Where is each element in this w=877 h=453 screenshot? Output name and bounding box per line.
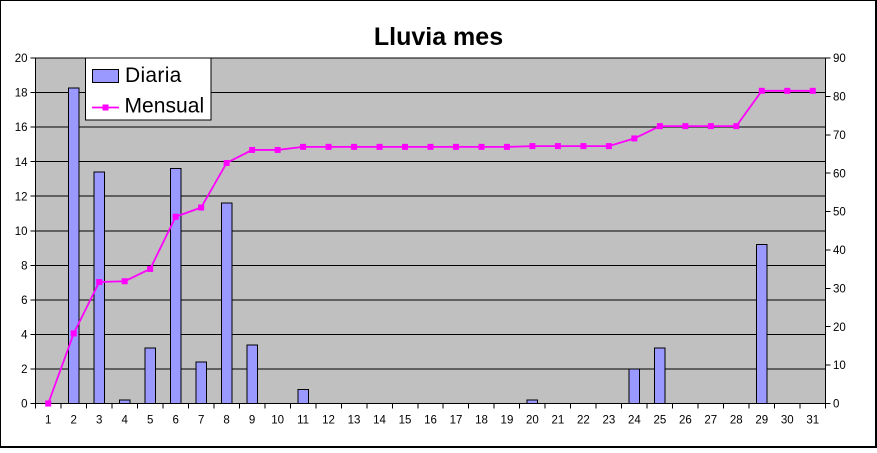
svg-text:30: 30	[781, 415, 794, 427]
svg-text:8: 8	[21, 260, 27, 272]
svg-text:7: 7	[198, 415, 204, 427]
svg-text:9: 9	[249, 415, 255, 427]
svg-text:Lluvia mes: Lluvia mes	[374, 23, 503, 51]
svg-text:3: 3	[96, 415, 102, 427]
svg-text:16: 16	[424, 415, 437, 427]
svg-text:31: 31	[806, 415, 819, 427]
svg-text:0: 0	[21, 399, 27, 411]
svg-text:4: 4	[21, 330, 28, 342]
svg-text:14: 14	[15, 157, 28, 169]
svg-text:90: 90	[833, 53, 846, 65]
svg-text:20: 20	[526, 415, 539, 427]
svg-text:18: 18	[475, 415, 488, 427]
svg-text:27: 27	[704, 415, 717, 427]
svg-text:30: 30	[833, 283, 846, 295]
svg-text:5: 5	[147, 415, 153, 427]
svg-text:15: 15	[399, 415, 412, 427]
svg-text:29: 29	[755, 415, 768, 427]
svg-text:11: 11	[297, 415, 309, 427]
svg-text:14: 14	[373, 415, 386, 427]
svg-text:10: 10	[271, 415, 284, 427]
svg-text:0: 0	[833, 399, 839, 411]
svg-text:20: 20	[15, 53, 28, 65]
svg-text:40: 40	[833, 245, 846, 257]
svg-text:70: 70	[833, 130, 846, 142]
svg-text:23: 23	[602, 415, 615, 427]
svg-text:25: 25	[653, 415, 666, 427]
svg-text:12: 12	[15, 191, 28, 203]
svg-text:60: 60	[833, 168, 846, 180]
svg-text:Diaria: Diaria	[125, 64, 182, 87]
svg-text:28: 28	[730, 415, 743, 427]
svg-text:26: 26	[679, 415, 692, 427]
svg-text:6: 6	[21, 295, 27, 307]
svg-text:20: 20	[833, 322, 846, 334]
svg-text:2: 2	[71, 415, 77, 427]
svg-text:1: 1	[45, 415, 51, 427]
svg-text:16: 16	[15, 122, 28, 134]
svg-text:24: 24	[628, 415, 641, 427]
svg-text:2: 2	[21, 364, 27, 376]
svg-text:8: 8	[223, 415, 229, 427]
svg-text:10: 10	[833, 360, 846, 372]
svg-text:80: 80	[833, 91, 846, 103]
svg-text:13: 13	[348, 415, 361, 427]
svg-text:19: 19	[501, 415, 514, 427]
svg-text:6: 6	[172, 415, 178, 427]
svg-text:12: 12	[322, 415, 335, 427]
svg-text:22: 22	[577, 415, 590, 427]
svg-text:50: 50	[833, 207, 846, 219]
svg-text:Mensual: Mensual	[125, 95, 205, 118]
svg-text:17: 17	[450, 415, 463, 427]
svg-text:21: 21	[552, 415, 565, 427]
svg-text:18: 18	[15, 88, 28, 100]
svg-text:10: 10	[15, 226, 28, 238]
svg-text:4: 4	[121, 415, 128, 427]
